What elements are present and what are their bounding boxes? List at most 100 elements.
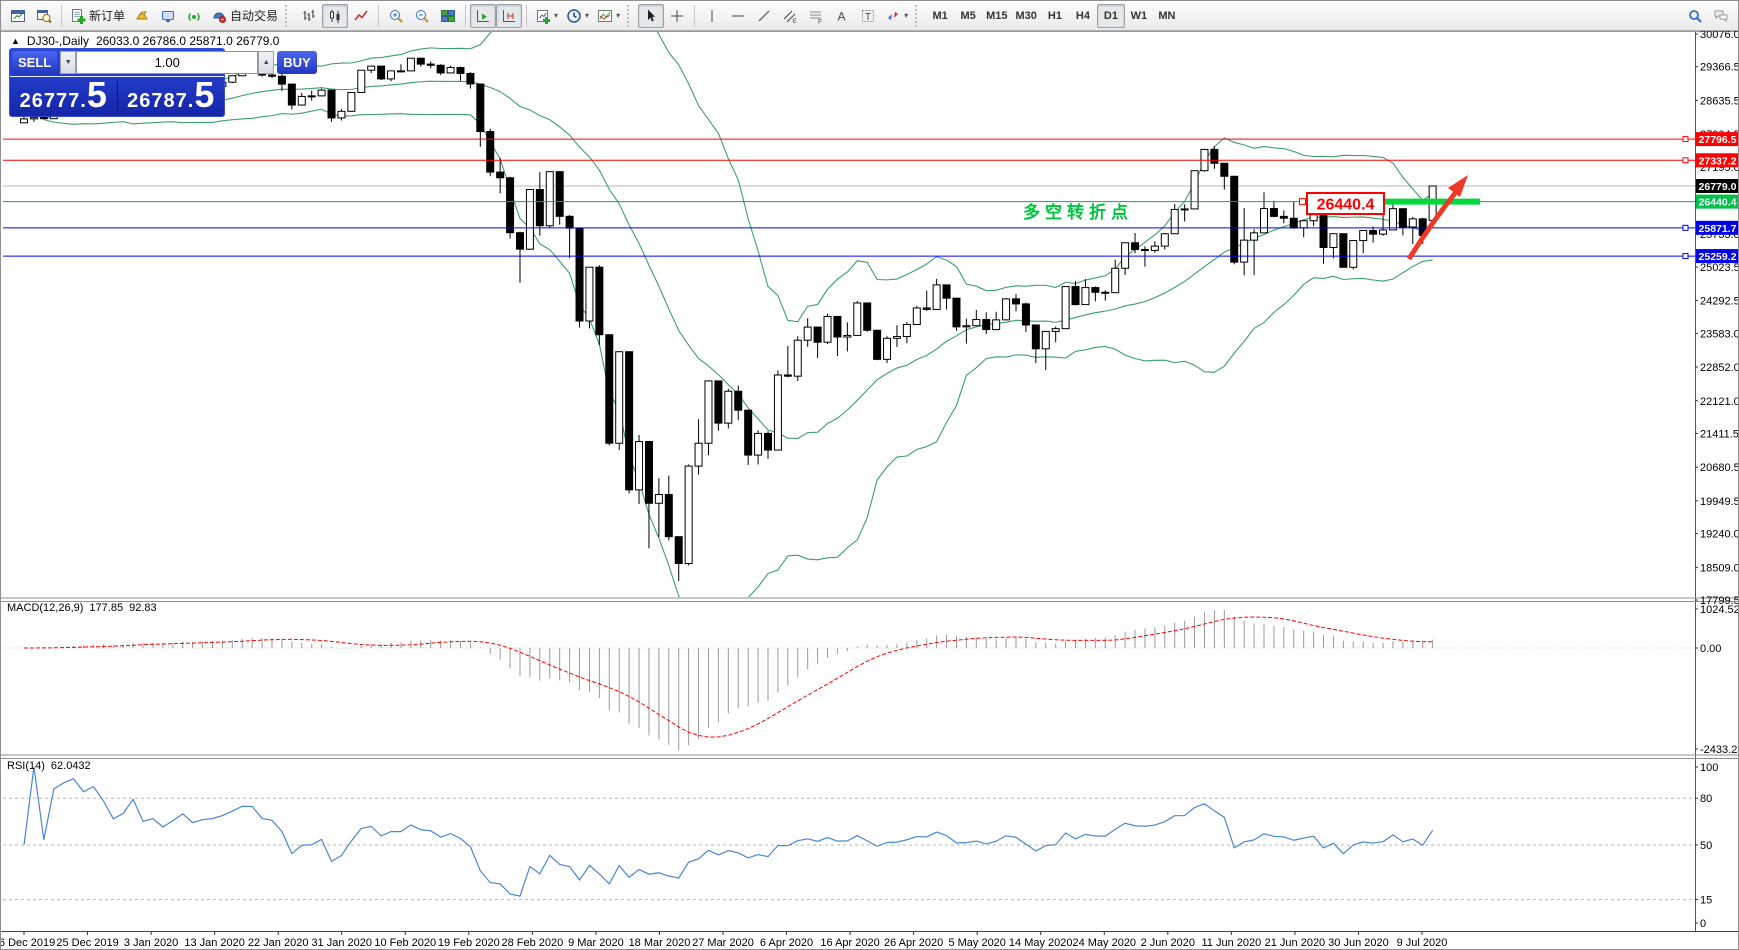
price-axis: 30076.029366.528635.527904.527195.026464… — [1695, 29, 1739, 607]
signals-button[interactable] — [181, 4, 207, 28]
svg-text:27796.5: 27796.5 — [1699, 134, 1737, 146]
time-axis-label: 24 May 2020 — [1072, 937, 1136, 949]
candles-icon — [330, 9, 340, 23]
price-axis-tick: 29366.5 — [1700, 62, 1739, 74]
main-price-pane — [3, 32, 1695, 597]
time-axis-label: 27 Mar 2020 — [692, 937, 754, 949]
equidistant-channel-button[interactable]: E — [777, 4, 803, 28]
templates-button[interactable]: ▾ — [593, 4, 624, 28]
price-axis-tick: 28635.5 — [1700, 95, 1739, 107]
svg-text:T: T — [865, 12, 871, 23]
fibonacci-button[interactable]: F — [803, 4, 829, 28]
callout-anchor[interactable] — [1299, 198, 1306, 206]
price-tag: 27337.2 — [1696, 153, 1738, 168]
zoom-in-button[interactable] — [383, 4, 409, 28]
tile-windows-button[interactable] — [435, 4, 461, 28]
price-tag: 25259.2 — [1696, 249, 1738, 264]
svg-text:27337.2: 27337.2 — [1699, 155, 1737, 167]
text-button[interactable]: A — [829, 4, 855, 28]
chat-button[interactable] — [1708, 4, 1734, 28]
new-chart-icon — [537, 9, 551, 24]
price-tag: 26779.0 — [1696, 179, 1738, 194]
buy-button[interactable]: BUY — [277, 51, 317, 74]
timeframe-m1-button[interactable]: M1 — [926, 4, 954, 28]
timeframe-h4-button[interactable]: H4 — [1069, 4, 1097, 28]
trendline-button[interactable] — [751, 4, 777, 28]
chart-shift-button[interactable] — [496, 3, 523, 28]
horizontal-line-button[interactable] — [725, 4, 751, 28]
chart-window-button[interactable] — [5, 4, 31, 28]
cursor-button[interactable] — [638, 3, 665, 28]
price-axis-tick: 25023.5 — [1700, 262, 1739, 274]
signals-icon — [188, 12, 200, 21]
timeframe-d1-button[interactable]: D1 — [1096, 3, 1125, 28]
timeframe-m5-button[interactable]: M5 — [954, 4, 982, 28]
hline-handle[interactable] — [1682, 224, 1689, 231]
sell-price[interactable]: 26777 . 5 — [10, 77, 117, 113]
zoom-out-icon — [416, 9, 429, 23]
volume-up-button[interactable]: ▲ — [258, 51, 275, 74]
sell-button[interactable]: SELL — [12, 51, 58, 74]
svg-text:50: 50 — [1700, 840, 1712, 852]
hline-handle[interactable] — [1682, 136, 1689, 143]
time-axis-label: 16 Dec 2019 — [1, 937, 55, 949]
crosshair-button[interactable] — [664, 4, 690, 28]
timeframe-m15-button[interactable]: M15 — [982, 4, 1011, 28]
price-axis-tick: 23583.0 — [1700, 328, 1739, 340]
new-order-button-label: 新订单 — [89, 9, 126, 23]
profiles-button[interactable] — [31, 4, 57, 28]
zoom-out-button[interactable] — [409, 4, 435, 28]
virtual-hosting-button[interactable] — [155, 4, 181, 28]
auto-scroll-button[interactable] — [470, 3, 497, 28]
price-axis-tick: 19240.0 — [1700, 529, 1739, 541]
note-annotation[interactable]: 多空转折点 — [1023, 202, 1133, 222]
buy-price[interactable]: 26787 . 5 — [116, 77, 225, 113]
time-axis-label: 9 Jul 2020 — [1397, 937, 1448, 949]
buy-price-dot: . — [187, 90, 195, 112]
trend-arrow[interactable] — [1406, 190, 1458, 261]
rsi-line — [23, 766, 1434, 897]
collapse-panel-icon[interactable]: ▲ — [11, 36, 20, 46]
toolbar-grip — [627, 4, 633, 27]
timeframe-w1-button[interactable]: W1 — [1125, 4, 1153, 28]
time-axis-label: 31 Jan 2020 — [311, 937, 372, 949]
svg-text:0: 0 — [1700, 918, 1706, 930]
time-axis-label: 25 Dec 2019 — [56, 937, 118, 949]
svg-text:0.00: 0.00 — [1700, 643, 1721, 655]
periods-button[interactable]: ▾ — [562, 4, 593, 28]
hline-handle[interactable] — [1682, 253, 1689, 260]
bars-icon — [303, 9, 315, 21]
vertical-line-button[interactable] — [699, 4, 725, 28]
candlestick-chart-button[interactable] — [322, 3, 349, 28]
chart-window-icon — [11, 9, 25, 22]
timeframe-h1-button[interactable]: H1 — [1041, 4, 1069, 28]
text-a-icon: A — [838, 9, 846, 23]
metaquotes-button[interactable] — [129, 4, 155, 28]
search-button[interactable] — [1682, 4, 1708, 28]
price-callout-text: 26440.4 — [1317, 197, 1375, 214]
volume-input[interactable] — [76, 51, 259, 74]
arrows-button[interactable]: ▾ — [881, 4, 912, 28]
new-chart-button[interactable]: ▾ — [531, 4, 562, 28]
toolbar-separator — [526, 4, 528, 27]
svg-text:26779.0: 26779.0 — [1699, 181, 1737, 193]
line-chart-button[interactable] — [348, 4, 374, 28]
new-order-button[interactable]: 新订单 — [66, 4, 129, 28]
time-axis-label: 28 Feb 2020 — [501, 937, 563, 949]
price-axis-tick: 18509.0 — [1700, 562, 1739, 574]
price-axis-tick: 17799.5 — [1700, 595, 1739, 607]
time-axis-label: 10 Feb 2020 — [374, 937, 436, 949]
volume-down-button[interactable]: ▼ — [60, 51, 77, 74]
hline-handle[interactable] — [1682, 157, 1689, 164]
price-axis-tick: 22121.0 — [1700, 396, 1739, 408]
text-label-button[interactable]: T — [855, 4, 881, 28]
timeframe-mn-button[interactable]: MN — [1153, 4, 1181, 28]
svg-text:80: 80 — [1700, 793, 1712, 805]
autotrading-button[interactable]: 自动交易 — [207, 4, 282, 28]
bar-chart-button[interactable] — [296, 4, 322, 28]
timeframe-m30-button[interactable]: M30 — [1012, 4, 1041, 28]
price-callout-box[interactable] — [1306, 192, 1385, 215]
trend-arrow-head — [1448, 175, 1468, 197]
